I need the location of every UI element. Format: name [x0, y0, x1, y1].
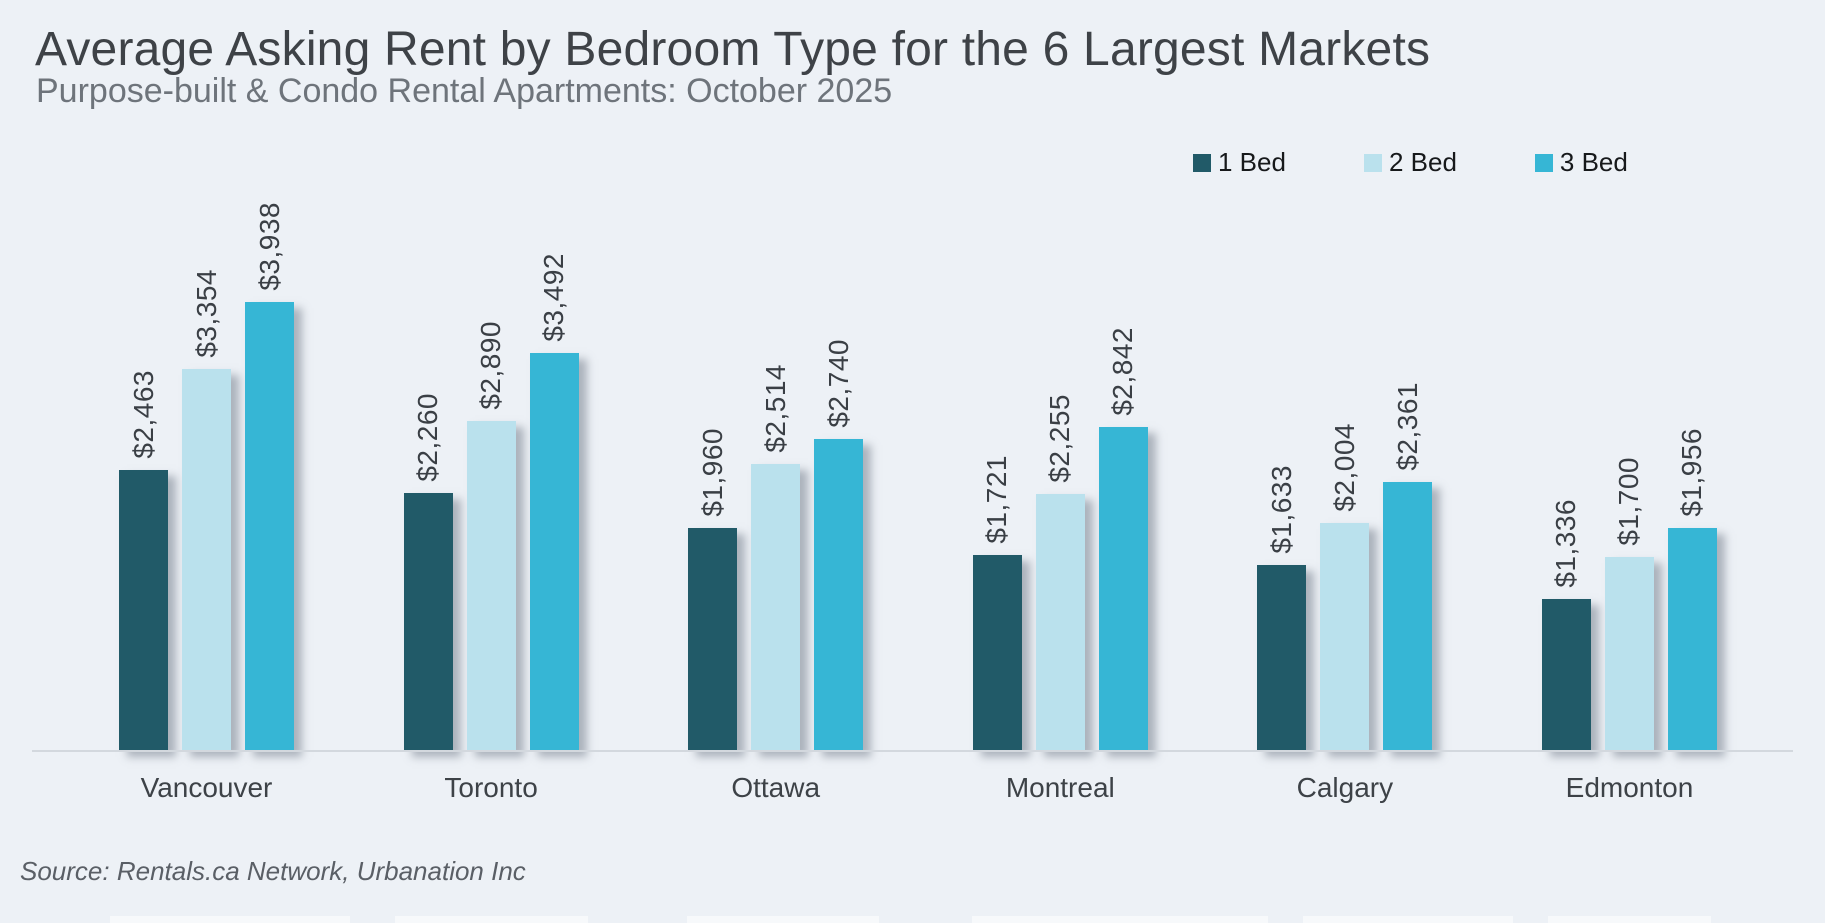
bar-rect — [1604, 557, 1654, 751]
chart-legend: 1 Bed 2 Bed 3 Bed — [1193, 147, 1628, 178]
bar-value-label: $1,721 — [981, 455, 1013, 544]
bar-item-edmonton-1-bed: $1,336 — [1541, 499, 1591, 751]
bar-rect — [1035, 494, 1085, 751]
bar-rect — [1098, 427, 1148, 751]
bar-item-montreal-3-bed: $2,842 — [1098, 327, 1148, 751]
bar-item-toronto-3-bed: $3,492 — [529, 253, 579, 751]
bar-item-calgary-1-bed: $1,633 — [1257, 465, 1307, 751]
bar-rect — [1257, 565, 1307, 751]
legend-swatch-icon — [1363, 153, 1382, 172]
x-axis-line — [32, 750, 1793, 752]
bar-value-label: $3,492 — [538, 253, 570, 342]
bar-value-label: $2,361 — [1391, 382, 1423, 471]
x-axis-label: Ottawa — [731, 772, 821, 803]
x-axis-label: Calgary — [1296, 772, 1394, 803]
bar-item-edmonton-2-bed: $1,700 — [1604, 457, 1654, 751]
bar-group-vancouver: $2,463 $3,354 $3,938 Vancouver — [119, 176, 294, 804]
bar-group-bars: $1,960 $2,514 $2,740 — [688, 176, 864, 751]
legend-swatch-icon — [1534, 153, 1553, 172]
bar-value-label: $1,956 — [1676, 428, 1708, 517]
legend-item-2-bed: 2 Bed — [1363, 147, 1457, 178]
bar-group-bars: $2,463 $3,354 $3,938 — [119, 176, 294, 751]
bottom-edge-artifact — [110, 916, 350, 923]
page-title: Average Asking Rent by Bedroom Type for … — [35, 23, 1431, 76]
bar-value-label: $2,260 — [412, 393, 444, 482]
bar-value-label: $3,354 — [190, 269, 222, 358]
x-axis-label: Vancouver — [140, 772, 273, 803]
bar-item-calgary-2-bed: $2,004 — [1320, 423, 1370, 751]
bar-group-bars: $2,260 $2,890 $3,492 — [403, 176, 579, 751]
bar-rect — [182, 369, 231, 751]
bar-group-edmonton: $1,336 $1,700 $1,956 Edmonton — [1541, 176, 1717, 804]
bar-item-vancouver-2-bed: $3,354 — [182, 269, 231, 751]
bar-item-montreal-2-bed: $2,255 — [1035, 394, 1085, 751]
bar-item-ottawa-2-bed: $2,514 — [751, 364, 801, 751]
legend-label: 1 Bed — [1218, 147, 1286, 177]
bar-rect — [119, 470, 168, 751]
bar-value-label: $2,463 — [127, 370, 159, 459]
legend-label: 2 Bed — [1388, 147, 1457, 177]
bar-rect — [1383, 482, 1433, 751]
bar-rect — [1541, 599, 1591, 751]
bar-item-edmonton-3-bed: $1,956 — [1667, 428, 1717, 751]
legend-swatch-icon — [1193, 153, 1211, 172]
bottom-edge-artifact — [972, 916, 1268, 923]
bar-rect — [972, 555, 1022, 751]
x-axis-label: Montreal — [1005, 772, 1115, 803]
bar-rect — [688, 528, 738, 751]
bar-group-bars: $1,721 $2,255 $2,842 — [972, 176, 1148, 751]
bar-value-label: $2,890 — [475, 321, 507, 410]
bar-value-label: $1,336 — [1550, 499, 1582, 588]
source-note: Source: Rentals.ca Network, Urbanation I… — [20, 856, 526, 886]
bar-item-vancouver-1-bed: $2,463 — [119, 370, 168, 751]
bottom-edge-artifact — [687, 916, 879, 923]
bar-group-bars: $1,336 $1,700 $1,956 — [1541, 176, 1717, 751]
bar-group-toronto: $2,260 $2,890 $3,492 Toronto — [403, 176, 579, 804]
bottom-edge-artifact — [1303, 916, 1513, 923]
legend-label: 3 Bed — [1559, 147, 1628, 177]
bar-value-label: $2,842 — [1107, 327, 1139, 416]
bar-rect — [529, 353, 579, 751]
bar-group-bars: $1,633 $2,004 $2,361 — [1257, 176, 1433, 751]
x-axis-label: Toronto — [444, 772, 538, 803]
bar-group-calgary: $1,633 $2,004 $2,361 Calgary — [1257, 176, 1433, 804]
bar-item-toronto-2-bed: $2,890 — [466, 321, 516, 751]
bottom-edge-artifact — [1548, 916, 1711, 923]
bar-rect — [1667, 528, 1717, 751]
bar-rect — [1320, 523, 1370, 751]
bar-value-label: $3,938 — [253, 202, 285, 291]
page-subtitle: Purpose-built & Condo Rental Apartments:… — [36, 72, 893, 110]
bar-item-calgary-3-bed: $2,361 — [1383, 382, 1433, 751]
legend-item-3-bed: 3 Bed — [1534, 147, 1628, 178]
bar-item-vancouver-3-bed: $3,938 — [245, 202, 294, 751]
bar-rect — [814, 439, 864, 751]
legend-item-1-bed: 1 Bed — [1193, 147, 1286, 178]
bar-rect — [245, 302, 294, 751]
bar-value-label: $2,004 — [1328, 423, 1360, 512]
bar-value-label: $1,700 — [1613, 457, 1645, 546]
bar-item-montreal-1-bed: $1,721 — [972, 455, 1022, 751]
bar-value-label: $1,960 — [696, 428, 728, 517]
bar-rect — [403, 493, 453, 751]
bar-rect — [751, 464, 801, 751]
bar-item-ottawa-1-bed: $1,960 — [688, 428, 738, 751]
x-axis-label: Edmonton — [1565, 772, 1694, 803]
bar-rect — [466, 421, 516, 751]
bottom-edge-artifact — [395, 916, 588, 923]
bar-chart: $2,463 $3,354 $3,938 Vancouver $2,260 $2,890 $… — [119, 176, 1717, 804]
bar-group-montreal: $1,721 $2,255 $2,842 Montreal — [972, 176, 1148, 804]
bar-value-label: $1,633 — [1265, 465, 1297, 554]
bar-value-label: $2,740 — [822, 339, 854, 428]
bar-value-label: $2,255 — [1044, 394, 1076, 483]
bar-item-ottawa-3-bed: $2,740 — [814, 339, 864, 751]
bar-item-toronto-1-bed: $2,260 — [403, 393, 453, 751]
bar-value-label: $2,514 — [759, 364, 791, 453]
bar-group-ottawa: $1,960 $2,514 $2,740 Ottawa — [688, 176, 864, 804]
